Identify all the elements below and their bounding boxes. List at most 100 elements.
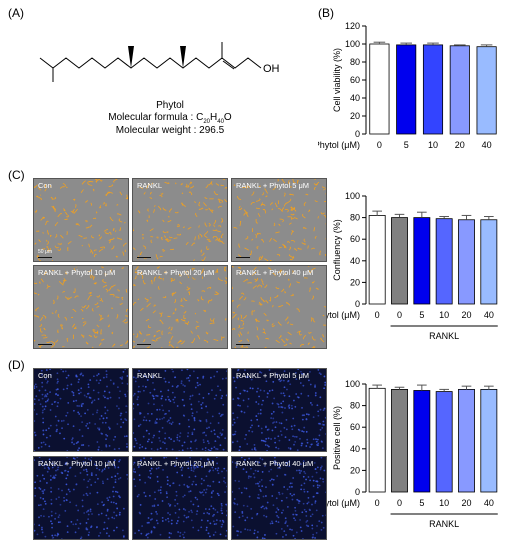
fluorescence-image-phytol-40: RANKL + Phytol 40 μM xyxy=(231,456,327,540)
confluency-image-rankl: RANKL xyxy=(132,178,228,262)
nuclei-texture xyxy=(232,369,326,451)
y-tick-label: 20 xyxy=(350,465,360,475)
group-label: RANKL xyxy=(429,331,459,341)
x-tick-label: 10 xyxy=(439,310,449,320)
y-tick-label: 80 xyxy=(350,57,360,67)
image-label: RANKL + Phytol 40 μM xyxy=(236,459,314,468)
nuclei-texture xyxy=(34,457,128,539)
image-label: RANKL + Phytol 5 μM xyxy=(236,371,310,380)
formula-o: O xyxy=(223,112,232,123)
formula-prefix: Molecular formula : C xyxy=(108,112,204,123)
bar xyxy=(391,217,408,305)
scale-bar xyxy=(137,344,151,345)
bar xyxy=(369,43,390,135)
x-tick-label: 0 xyxy=(375,310,380,320)
y-tick-label: 20 xyxy=(350,111,360,121)
cell-texture xyxy=(34,179,128,261)
nuclei-texture xyxy=(133,457,227,539)
image-label: RANKL xyxy=(137,371,163,380)
fluorescence-image-phytol-10: RANKL + Phytol 10 μM xyxy=(33,456,129,540)
y-axis-label: Cell viability (%) xyxy=(332,48,342,112)
scale-bar xyxy=(38,257,52,258)
molecule-name: Phytol xyxy=(156,100,184,111)
scale-bar xyxy=(236,257,250,258)
cell-texture xyxy=(133,266,227,348)
group-label: RANKL xyxy=(429,519,459,529)
molecular-formula: Molecular formula : C20H40O xyxy=(80,112,260,128)
x-tick-label: 10 xyxy=(428,140,438,150)
panel-label-b: (B) xyxy=(318,6,334,20)
bar xyxy=(435,218,453,305)
image-label: RANKL + Phytol 5 μM xyxy=(236,181,310,190)
panel-label-a: (A) xyxy=(8,6,24,20)
x-tick-label: 40 xyxy=(484,310,494,320)
formula-h-count: 40 xyxy=(217,119,224,125)
scale-bar-label: 50 μm xyxy=(38,249,52,255)
image-label: RANKL + Phytol 40 μM xyxy=(236,268,314,277)
confluency-image-phytol-10: RANKL + Phytol 10 μM xyxy=(33,265,129,349)
bar xyxy=(480,219,498,305)
phytol-structure-diagram: OH xyxy=(39,42,280,82)
image-label: RANKL + Phytol 10 μM xyxy=(38,268,116,277)
cell-texture xyxy=(133,179,227,261)
x-tick-label: 5 xyxy=(419,310,424,320)
y-tick-label: 100 xyxy=(345,191,360,201)
molecular-weight: Molecular weight : 296.5 xyxy=(115,125,225,136)
confluency-image-phytol-40: RANKL + Phytol 40 μM xyxy=(231,265,327,349)
bar xyxy=(480,388,498,493)
fluorescence-image-rankl: RANKL xyxy=(132,368,228,452)
y-axis-label: Positive cell (%) xyxy=(332,406,342,470)
image-label: Con xyxy=(38,181,52,190)
fluorescence-image-phytol-20: RANKL + Phytol 20 μM xyxy=(132,456,228,540)
x-tick-label: 5 xyxy=(404,140,409,150)
confluency-image-phytol-5: RANKL + Phytol 5 μM xyxy=(231,178,327,262)
x-tick-label: 0 xyxy=(397,498,402,508)
scale-bar xyxy=(38,344,52,345)
x-prefix-label: Phytol (μM) xyxy=(318,310,360,320)
bar xyxy=(435,391,453,493)
image-label: RANKL + Phytol 10 μM xyxy=(38,459,116,468)
bar xyxy=(458,219,475,305)
y-tick-label: 60 xyxy=(350,422,360,432)
scale-bar xyxy=(137,257,151,258)
image-label: RANKL + Phytol 20 μM xyxy=(137,268,215,277)
formula-c-count: 20 xyxy=(203,119,210,125)
y-tick-label: 80 xyxy=(350,401,360,411)
y-tick-label: 100 xyxy=(345,379,360,389)
nuclei-texture xyxy=(34,369,128,451)
oh-label: OH xyxy=(263,63,280,75)
y-tick-label: 20 xyxy=(350,277,360,287)
x-tick-label: 40 xyxy=(482,140,492,150)
chart-positive-cell: 0 20 40 60 80 100 Positive cell (%) 0 0 5 10 20 40 Ph… xyxy=(318,379,498,529)
y-tick-label: 0 xyxy=(355,299,360,309)
confluency-image-phytol-20: RANKL + Phytol 20 μM xyxy=(132,265,228,349)
chart-cell-viability: 0 20 40 60 80 100 120 Cell viability (%) 0 5 10 20 4… xyxy=(318,21,497,150)
y-tick-label: 100 xyxy=(345,39,360,49)
confluency-image-con: Con 50 μm xyxy=(33,178,129,262)
y-tick-label: 80 xyxy=(350,213,360,223)
bar xyxy=(449,45,470,135)
x-prefix-label: Phytol (μM) xyxy=(318,498,360,508)
panel-label-c: (C) xyxy=(8,168,25,182)
y-tick-label: 40 xyxy=(350,256,360,266)
bar xyxy=(422,44,444,135)
x-tick-label: 40 xyxy=(484,498,494,508)
x-tick-label: 5 xyxy=(419,498,424,508)
bar xyxy=(413,217,431,305)
y-tick-label: 0 xyxy=(355,487,360,497)
cell-texture xyxy=(34,266,128,348)
cell-texture xyxy=(232,266,326,348)
bar xyxy=(368,215,386,305)
x-tick-label: 0 xyxy=(397,310,402,320)
cell-texture xyxy=(233,179,326,261)
wedge-bond xyxy=(128,46,134,68)
formula-h: H xyxy=(210,112,218,123)
x-tick-label: 20 xyxy=(455,140,465,150)
y-tick-label: 60 xyxy=(350,75,360,85)
y-tick-label: 40 xyxy=(350,444,360,454)
x-tick-label: 0 xyxy=(375,498,380,508)
image-label: RANKL xyxy=(137,181,163,190)
x-prefix-label: Phytol (μM) xyxy=(318,140,360,150)
y-tick-label: 0 xyxy=(355,129,360,139)
y-tick-label: 60 xyxy=(350,234,360,244)
